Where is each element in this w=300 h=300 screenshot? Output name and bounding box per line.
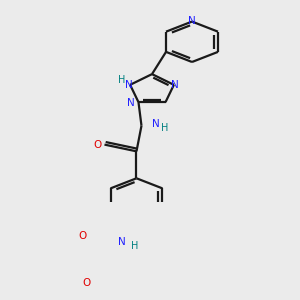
Text: O: O — [78, 231, 87, 241]
Text: N: N — [188, 16, 196, 26]
Text: N: N — [152, 119, 159, 129]
Text: H: H — [118, 75, 126, 85]
Text: N: N — [171, 80, 179, 90]
Text: O: O — [82, 278, 91, 288]
Text: H: H — [161, 123, 168, 133]
Text: N: N — [127, 98, 134, 108]
Text: H: H — [131, 241, 138, 251]
Text: N: N — [118, 237, 125, 247]
Text: O: O — [93, 140, 102, 150]
Text: N: N — [125, 80, 133, 90]
